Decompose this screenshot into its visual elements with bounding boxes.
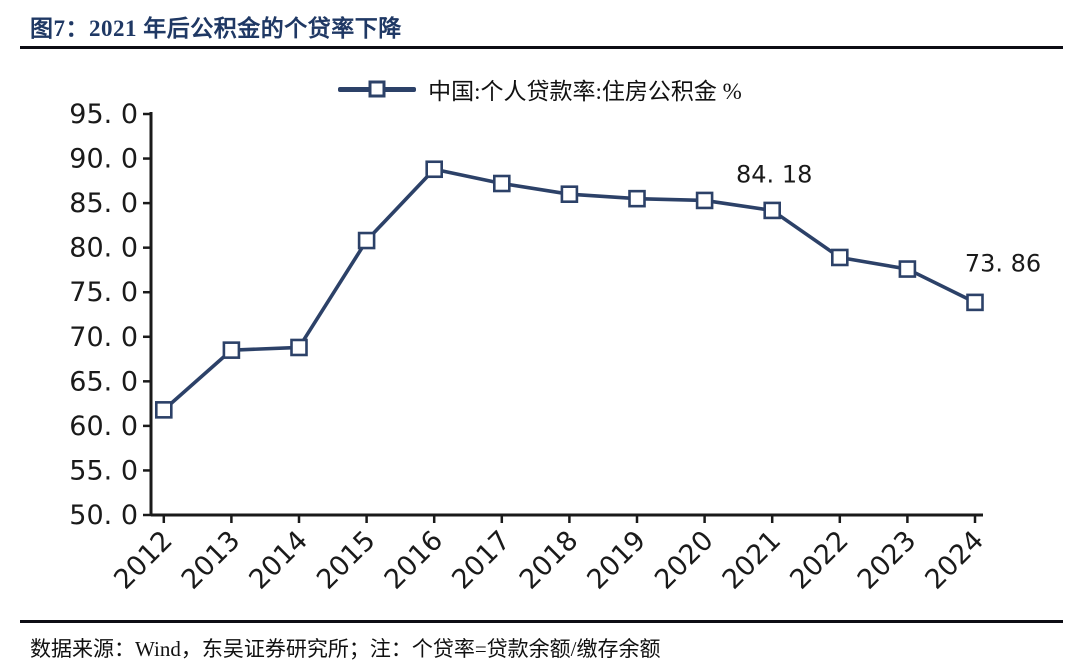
y-tick-label: 75. 0 bbox=[69, 277, 138, 308]
data-point-marker bbox=[222, 341, 241, 359]
data-point-label: 73. 86 bbox=[965, 249, 1041, 277]
x-tick-label: 2014 bbox=[243, 525, 314, 596]
data-point-marker bbox=[898, 260, 917, 278]
legend-series-label: 中国:个人贷款率:住房公积金 % bbox=[428, 79, 742, 104]
data-point-marker bbox=[357, 231, 376, 250]
x-tick-label: 2017 bbox=[446, 525, 517, 596]
data-point-marker bbox=[966, 293, 984, 312]
x-tick-label: 2016 bbox=[379, 525, 450, 596]
y-tick-label: 70. 0 bbox=[69, 322, 138, 353]
y-tick-label: 50. 0 bbox=[69, 500, 138, 531]
footer-divider-rule bbox=[20, 620, 1063, 623]
y-tick-label: 65. 0 bbox=[69, 366, 138, 397]
data-point-marker bbox=[628, 189, 646, 208]
x-tick-label: 2018 bbox=[514, 525, 585, 596]
y-tick-label: 80. 0 bbox=[69, 233, 138, 264]
x-tick-label: 2013 bbox=[176, 525, 247, 596]
figure-title: 图7：2021 年后公积金的个贷率下降 bbox=[30, 16, 402, 41]
legend-line-marker-icon bbox=[338, 80, 417, 98]
data-point-marker bbox=[830, 248, 849, 267]
x-tick-label: 2015 bbox=[311, 525, 382, 596]
y-tick-label: 90. 0 bbox=[69, 144, 138, 175]
data-point-marker bbox=[155, 401, 173, 419]
x-tick-label: 2021 bbox=[717, 525, 788, 596]
chart-legend: 中国:个人贷款率:住房公积金 % bbox=[0, 74, 1080, 104]
x-tick-label: 2022 bbox=[784, 525, 855, 596]
data-point-marker bbox=[695, 191, 714, 210]
x-tick-label: 2023 bbox=[852, 525, 923, 596]
data-point-label: 84. 18 bbox=[736, 160, 812, 188]
data-point-marker bbox=[290, 338, 308, 357]
title-divider-rule bbox=[20, 46, 1063, 49]
x-tick-label: 2019 bbox=[581, 525, 652, 596]
y-tick-label: 85. 0 bbox=[69, 188, 138, 219]
legend-square-marker-icon bbox=[368, 80, 386, 98]
data-point-marker bbox=[763, 201, 782, 220]
y-tick-label: 95. 0 bbox=[69, 99, 138, 130]
x-tick-label: 2012 bbox=[108, 525, 179, 596]
x-tick-label: 2020 bbox=[649, 525, 720, 596]
data-source-note: 数据来源：Wind，东吴证券研究所；注：个贷率=贷款余额/缴存余额 bbox=[30, 637, 661, 661]
data-point-marker bbox=[560, 185, 579, 203]
y-tick-label: 55. 0 bbox=[69, 455, 138, 486]
series-line bbox=[162, 167, 977, 412]
y-tick-label: 60. 0 bbox=[69, 411, 138, 442]
x-tick-label: 2024 bbox=[919, 525, 990, 596]
data-point-marker bbox=[492, 174, 511, 193]
data-point-marker bbox=[425, 160, 444, 179]
